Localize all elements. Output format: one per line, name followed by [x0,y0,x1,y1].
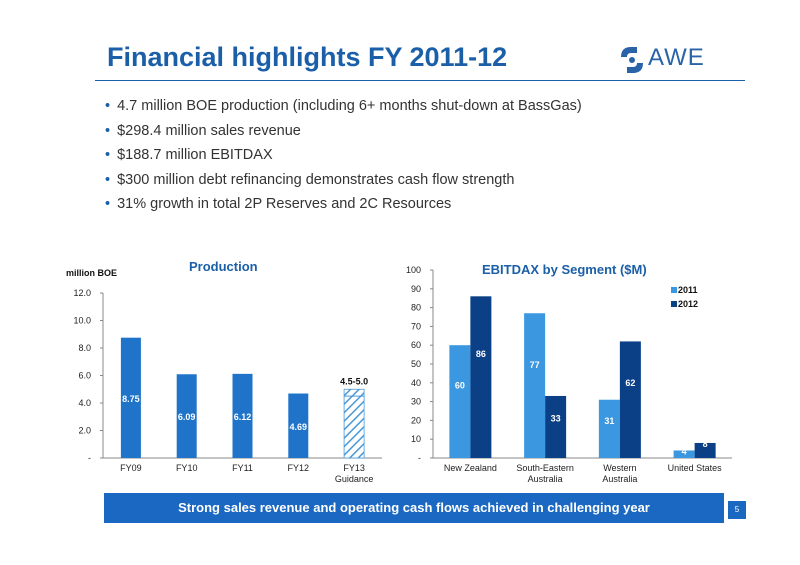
bullet-icon: • [105,196,111,212]
segment-bar-2011 [598,399,620,458]
y-tick-label: 10 [411,434,421,444]
x-tick-label: Western [603,463,636,473]
x-tick-label: FY09 [120,463,142,473]
y-tick-label: 50 [411,359,421,369]
segment-bar-2012 [470,296,492,458]
production-data-label: 6.12 [234,412,252,422]
page-number: 5 [728,501,746,519]
y-tick-label: 8.0 [78,343,91,353]
title-divider [95,80,745,81]
y-tick-label: 6.0 [78,371,91,381]
segment-data-label: 31 [604,416,614,426]
production-bar [120,337,141,458]
y-tick-label: 30 [411,397,421,407]
bullet-icon: • [105,98,111,114]
x-tick-label: New Zealand [444,463,497,473]
segment-bar-2011 [524,313,546,458]
bullet-icon: • [105,171,111,188]
y-tick-label: 80 [411,303,421,313]
bullet-text: 4.7 million BOE production (including 6+… [117,98,582,114]
bullet-item: • 4.7 million BOE production (including 6… [105,96,582,121]
production-data-label: 4.69 [290,422,308,432]
y-tick-label: 10.0 [73,316,91,326]
bullet-icon: • [105,147,111,163]
segment-data-label: 86 [476,349,486,359]
x-tick-label: Australia [602,474,637,484]
bullet-item: • 31% growth in total 2P Reserves and 2C … [105,194,582,219]
production-y-axis-label: million BOE [66,268,118,278]
segment-bar-2011 [673,450,695,458]
production-data-label: 6.09 [178,412,196,422]
summary-banner: Strong sales revenue and operating cash … [104,493,724,523]
bullet-item: • $300 million debt refinancing demonstra… [105,170,582,195]
awe-logo-icon [621,47,643,73]
production-bar [288,393,309,458]
segment-bar-2012 [694,442,716,458]
segment-data-label: 4 [682,446,687,456]
production-chart: - 2.0 4.0 6.0 8.0 10.0 12.0 8.75 FY09 6.09 FY10 6.1… [73,288,382,484]
x-tick-label: South-Eastern [516,463,574,473]
y-tick-label: 12.0 [73,288,91,298]
awe-logo [615,43,745,77]
segment-bar-2012 [619,341,641,458]
segment-data-label: 60 [455,381,465,391]
segment-data-label: 33 [551,414,561,424]
ebitdax-chart-title: EBITDAX by Segment ($M) [482,262,647,277]
bullet-text: $300 million debt refinancing demonstrat… [117,171,515,188]
legend-label: 2011 [678,285,698,295]
y-tick-label: 90 [411,284,421,294]
y-tick-label: 60 [411,340,421,350]
x-tick-label: FY12 [288,463,310,473]
y-tick-label: 70 [411,321,421,331]
x-tick-label: FY13 [343,463,365,473]
y-tick-label: 20 [411,415,421,425]
bullet-item: • $298.4 million sales revenue [105,121,582,146]
slide-title: Financial highlights FY 2011-12 [107,42,508,72]
bullet-text: $298.4 million sales revenue [117,122,301,139]
y-tick-label: 2.0 [78,426,91,436]
segment-data-label: 62 [625,378,635,388]
bullet-icon: • [105,122,111,139]
segment-bar-2012 [545,395,567,458]
bullet-text: 31% growth in total 2P Reserves and 2C R… [117,196,452,212]
segment-bar-2011 [449,345,471,458]
x-tick-label: FY11 [232,463,253,473]
legend-label: 2012 [678,299,698,309]
y-tick-label: 4.0 [78,398,91,408]
production-data-label: 8.75 [122,394,140,404]
highlights-list: • 4.7 million BOE production (including 6… [105,96,582,219]
logo-text: AWE [648,44,705,71]
x-tick-label: FY10 [176,463,198,473]
x-tick-label: Australia [528,474,563,484]
legend-swatch [671,301,677,307]
y-tick-label: - [88,453,91,463]
guidance-bar [343,388,365,459]
production-chart-title: Production [189,259,258,274]
bullet-item: • $188.7 million EBITDAX [105,145,582,170]
segment-data-label: 8 [703,439,708,449]
bullet-text: $188.7 million EBITDAX [117,147,273,163]
y-tick-label: 100 [406,265,421,275]
y-tick-label: - [418,453,421,463]
x-tick-label: United States [668,463,723,473]
segment-data-label: 77 [530,360,540,370]
guidance-label: 4.5-5.0 [340,376,368,386]
ebitdax-chart: - 10 20 30 40 50 60 70 80 90 100 60 86 New Zealand 77 3… [406,265,732,484]
legend-swatch [671,287,677,293]
production-bar [176,374,197,458]
production-bar [232,373,253,458]
x-tick-label: Guidance [335,474,374,484]
y-tick-label: 40 [411,378,421,388]
